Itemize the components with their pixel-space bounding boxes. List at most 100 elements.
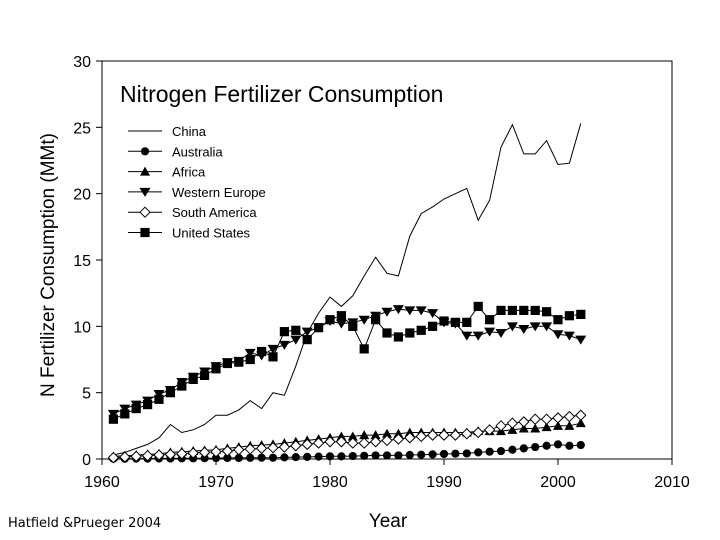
data-point-australia xyxy=(496,446,506,456)
legend-marker xyxy=(139,187,151,197)
data-point-australia xyxy=(280,453,289,462)
data-point-western-europe xyxy=(415,306,427,316)
data-point-south-america xyxy=(369,436,382,448)
data-point-united-states xyxy=(496,305,506,316)
legend-item-china: China xyxy=(128,124,207,139)
data-point-australia xyxy=(337,452,346,461)
data-point-australia xyxy=(325,452,335,461)
data-point-south-america xyxy=(358,437,370,449)
data-point-united-states xyxy=(519,305,529,316)
legend: China Australia Africa Western Europe South … xyxy=(128,124,266,241)
data-point-australia xyxy=(439,449,449,459)
data-point-western-europe xyxy=(290,335,302,345)
data-point-united-states xyxy=(348,321,358,331)
data-point-western-europe xyxy=(495,328,507,338)
data-point-united-states xyxy=(245,354,255,365)
data-point-australia xyxy=(268,453,278,462)
data-point-south-america xyxy=(472,426,484,439)
data-point-africa xyxy=(359,430,370,440)
data-point-south-america xyxy=(575,409,587,421)
data-point-south-america xyxy=(267,442,279,454)
series-china xyxy=(113,123,582,456)
data-point-australia xyxy=(542,441,551,450)
data-point-australia xyxy=(451,449,460,458)
data-point-united-states xyxy=(450,317,460,327)
y-tick-label: 0 xyxy=(82,452,91,469)
legend-marker xyxy=(140,166,150,176)
data-point-united-states xyxy=(177,381,187,391)
data-point-western-europe xyxy=(472,331,484,341)
data-point-western-europe xyxy=(392,305,404,315)
y-tick-label: 30 xyxy=(73,54,91,71)
data-point-australia xyxy=(462,449,471,458)
data-point-africa xyxy=(404,427,415,437)
data-point-united-states xyxy=(439,316,449,326)
data-point-western-europe xyxy=(335,319,347,329)
y-tick-label: 5 xyxy=(82,386,91,403)
data-point-united-states xyxy=(143,400,153,410)
x-axis-label: Year xyxy=(369,511,408,532)
data-point-africa xyxy=(370,430,381,440)
data-point-united-states xyxy=(485,315,495,325)
data-point-united-states xyxy=(108,414,118,424)
data-point-south-america xyxy=(141,449,154,462)
data-point-south-america xyxy=(255,442,268,455)
data-point-australia xyxy=(519,444,528,453)
data-point-south-america xyxy=(381,434,393,447)
data-point-western-europe xyxy=(518,324,530,334)
data-point-western-europe xyxy=(541,322,553,332)
data-point-united-states xyxy=(222,358,232,369)
data-point-south-america xyxy=(221,445,234,457)
data-point-united-states xyxy=(188,374,198,384)
data-point-africa xyxy=(393,428,404,438)
data-point-united-states xyxy=(371,315,381,325)
data-point-united-states xyxy=(120,409,130,419)
data-point-south-america xyxy=(563,410,576,423)
data-point-south-america xyxy=(506,417,519,429)
data-point-africa xyxy=(553,420,563,430)
data-point-south-america xyxy=(130,450,142,463)
x-tick-label: 2010 xyxy=(654,474,690,491)
data-point-australia xyxy=(371,451,380,460)
legend-label: South America xyxy=(172,205,257,220)
y-axis-label: N Fertilizer Consumption (MMt) xyxy=(38,133,59,397)
plot-area xyxy=(101,60,673,464)
data-point-australia xyxy=(360,451,369,460)
data-point-united-states xyxy=(131,403,141,414)
data-point-western-europe xyxy=(267,344,279,354)
data-point-united-states xyxy=(325,315,335,325)
legend-item-south-america: South America xyxy=(128,205,257,220)
data-point-united-states xyxy=(154,394,164,404)
data-point-south-america xyxy=(426,429,439,441)
data-point-united-states xyxy=(314,323,324,333)
data-point-western-europe xyxy=(119,404,131,414)
data-point-western-europe xyxy=(529,322,541,332)
data-point-australia xyxy=(348,451,357,461)
data-point-united-states xyxy=(359,344,369,354)
x-tick-label: 1980 xyxy=(312,474,348,491)
data-point-africa xyxy=(541,422,552,432)
x-axis: 1960 1970 1980 1990 2000 2010 xyxy=(84,459,690,491)
data-point-western-europe xyxy=(381,307,393,317)
plot-frame xyxy=(101,60,673,460)
y-axis: 0 5 10 15 20 25 30 xyxy=(73,54,102,469)
data-point-africa xyxy=(564,420,575,430)
data-point-south-america xyxy=(483,424,496,436)
data-point-south-america xyxy=(164,448,177,461)
data-point-south-america xyxy=(187,447,199,459)
data-point-united-states xyxy=(382,328,392,338)
data-point-africa xyxy=(507,424,518,434)
data-point-united-states xyxy=(507,305,517,316)
data-point-western-europe xyxy=(552,330,564,340)
data-point-western-europe xyxy=(278,340,290,350)
data-point-united-states xyxy=(234,357,244,367)
data-point-australia xyxy=(428,450,437,459)
y-tick-label: 15 xyxy=(73,253,91,270)
data-point-south-america xyxy=(153,449,165,461)
data-point-western-europe xyxy=(484,327,496,337)
x-tick-label: 2000 xyxy=(540,474,576,491)
data-point-western-europe xyxy=(107,409,119,419)
legend-item-africa: Africa xyxy=(128,165,206,180)
data-point-united-states xyxy=(211,364,221,374)
data-point-united-states xyxy=(416,325,426,335)
